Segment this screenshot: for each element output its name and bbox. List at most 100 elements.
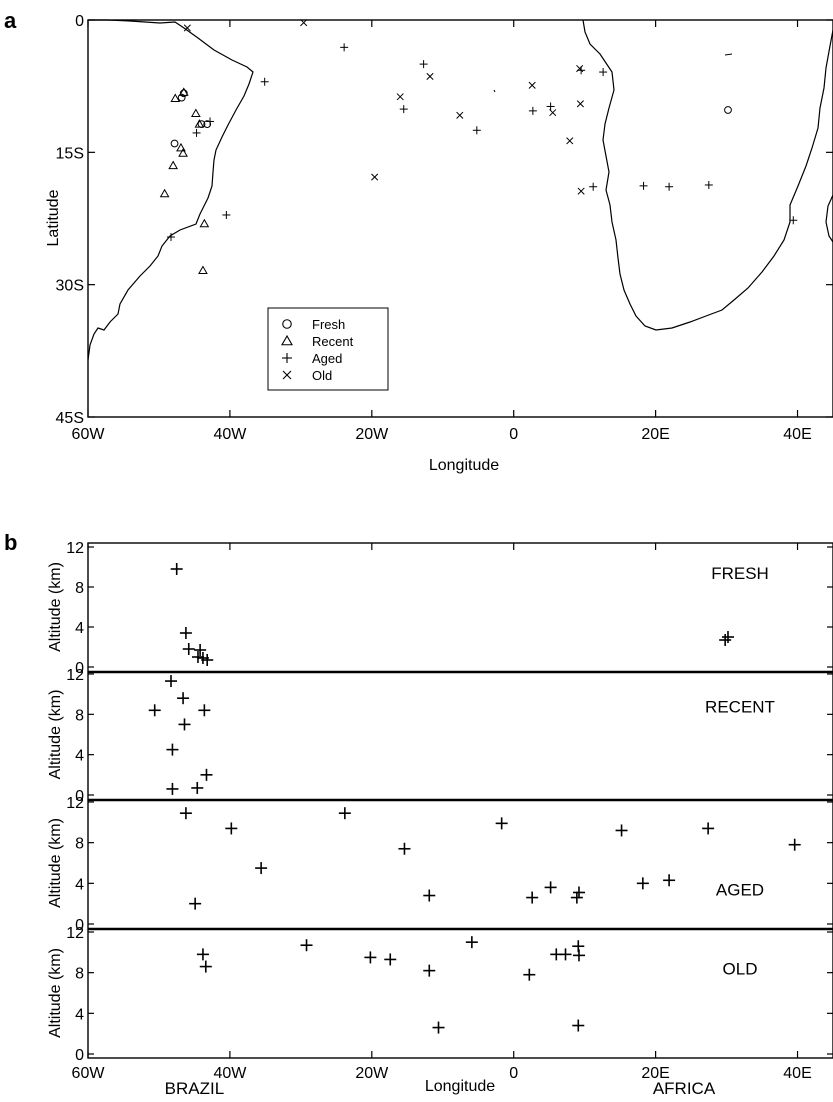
marker-fresh [182,643,195,655]
y-tick-label: 8 [75,580,84,597]
marker-aged [255,862,268,875]
island-mark [724,53,733,56]
marker-aged [589,182,598,191]
marker-fresh [170,139,179,148]
y-tick-label: 8 [75,836,84,853]
marker-aged [472,126,481,135]
marker-old [465,936,478,949]
legend-symbol-old [282,370,292,380]
marker-recent [199,218,210,228]
legend-label-fresh: Fresh [312,317,345,332]
x-tick-label: 60W [72,1065,106,1082]
marker-old [432,1021,445,1034]
marker-recent [177,692,190,705]
marker-fresh [177,93,186,102]
y-tick-label: 0 [75,788,84,805]
map-y-axis-label: Latitude [45,189,62,246]
panel-separators [88,670,833,931]
panel-letter-b: b [4,530,17,555]
x-tick-label: 0 [509,1065,518,1082]
y-tick-label: 12 [66,795,84,812]
marker-aged [206,117,215,126]
x-tick-label: 60W [72,426,106,443]
marker-fresh [194,644,207,656]
map-frame [87,19,833,418]
marker-aged [526,891,539,904]
africa-coastline [582,19,833,331]
marker-old [300,939,313,952]
y-tick-label: 12 [66,667,84,684]
marker-old [384,953,397,966]
marker-old [423,964,436,977]
marker-recent [178,87,189,96]
legend-symbol-fresh [282,319,292,329]
marker-old [577,187,585,195]
category-label-old: OLD [723,960,758,979]
marker-aged [399,105,408,114]
marker-old [456,111,464,119]
marker-recent [170,93,181,103]
y-tick-label: 0 [75,660,84,677]
marker-aged [636,877,649,890]
marker-old [183,24,191,32]
y-tick-label: 4 [75,748,84,765]
marker-old [396,93,404,101]
marker-aged [615,824,628,837]
category-labels: FRESH RECENT AGED OLD [705,564,775,979]
marker-recent [159,188,170,198]
legend-label-old: Old [312,368,332,383]
legend-label-aged: Aged [312,351,342,366]
marker-recent [198,704,211,717]
marker-aged [788,838,801,851]
marker-aged [225,822,238,835]
marker-fresh [170,563,183,575]
y-tick-label: 12 [66,925,84,942]
marker-aged [599,68,608,77]
y-tick-label: 30S [56,278,84,295]
x-tick-label: 40W [213,1065,247,1082]
y-tick-label: 12 [66,540,84,557]
marker-old [576,100,584,108]
altitude-y-axis-labels: Altitude (km) Altitude (km) Altitude (km) A… [47,562,64,1038]
marker-fresh [201,654,214,666]
x-tick-label: 20E [641,426,669,443]
marker-fresh [179,627,192,639]
map-x-axis-label: Longitude [429,457,499,474]
marker-recent [178,148,188,157]
region-label-africa: AFRICA [653,1079,716,1098]
legend-symbol-recent [281,334,293,346]
marker-old [371,173,379,181]
marker-old [572,1019,585,1032]
y-tick-label: 0 [75,1047,84,1064]
marker-aged [179,807,192,820]
category-label-fresh: FRESH [711,564,769,583]
legend-label-recent: Recent [312,334,354,349]
marker-recent [165,675,178,688]
marker-old [199,960,212,973]
marker-aged [665,182,674,191]
x-tick-label: 40W [213,426,247,443]
x-tick-label: 40E [783,1065,811,1082]
x-tick-label: 20W [355,1065,389,1082]
altitude-y-axis-label: Altitude (km) [47,690,64,780]
x-tick-label: 20W [355,426,389,443]
y-tick-label: 45S [56,410,84,427]
marker-aged [572,886,585,899]
category-label-aged: AGED [716,880,764,899]
marker-aged [789,216,798,225]
altitude-y-axis-label: Altitude (km) [47,562,64,652]
marker-aged [663,874,676,887]
marker-aged [260,77,269,86]
marker-old [549,109,557,117]
legend-symbol-aged [282,353,292,363]
legend: Fresh Recent Aged Old [267,307,389,391]
marker-aged [340,43,349,52]
marker-old [364,951,377,964]
marker-aged [398,842,411,855]
marker-aged [702,822,715,835]
marker-recent [191,781,204,794]
marker-recent [166,743,179,756]
x-tick-label: 40E [783,426,811,443]
